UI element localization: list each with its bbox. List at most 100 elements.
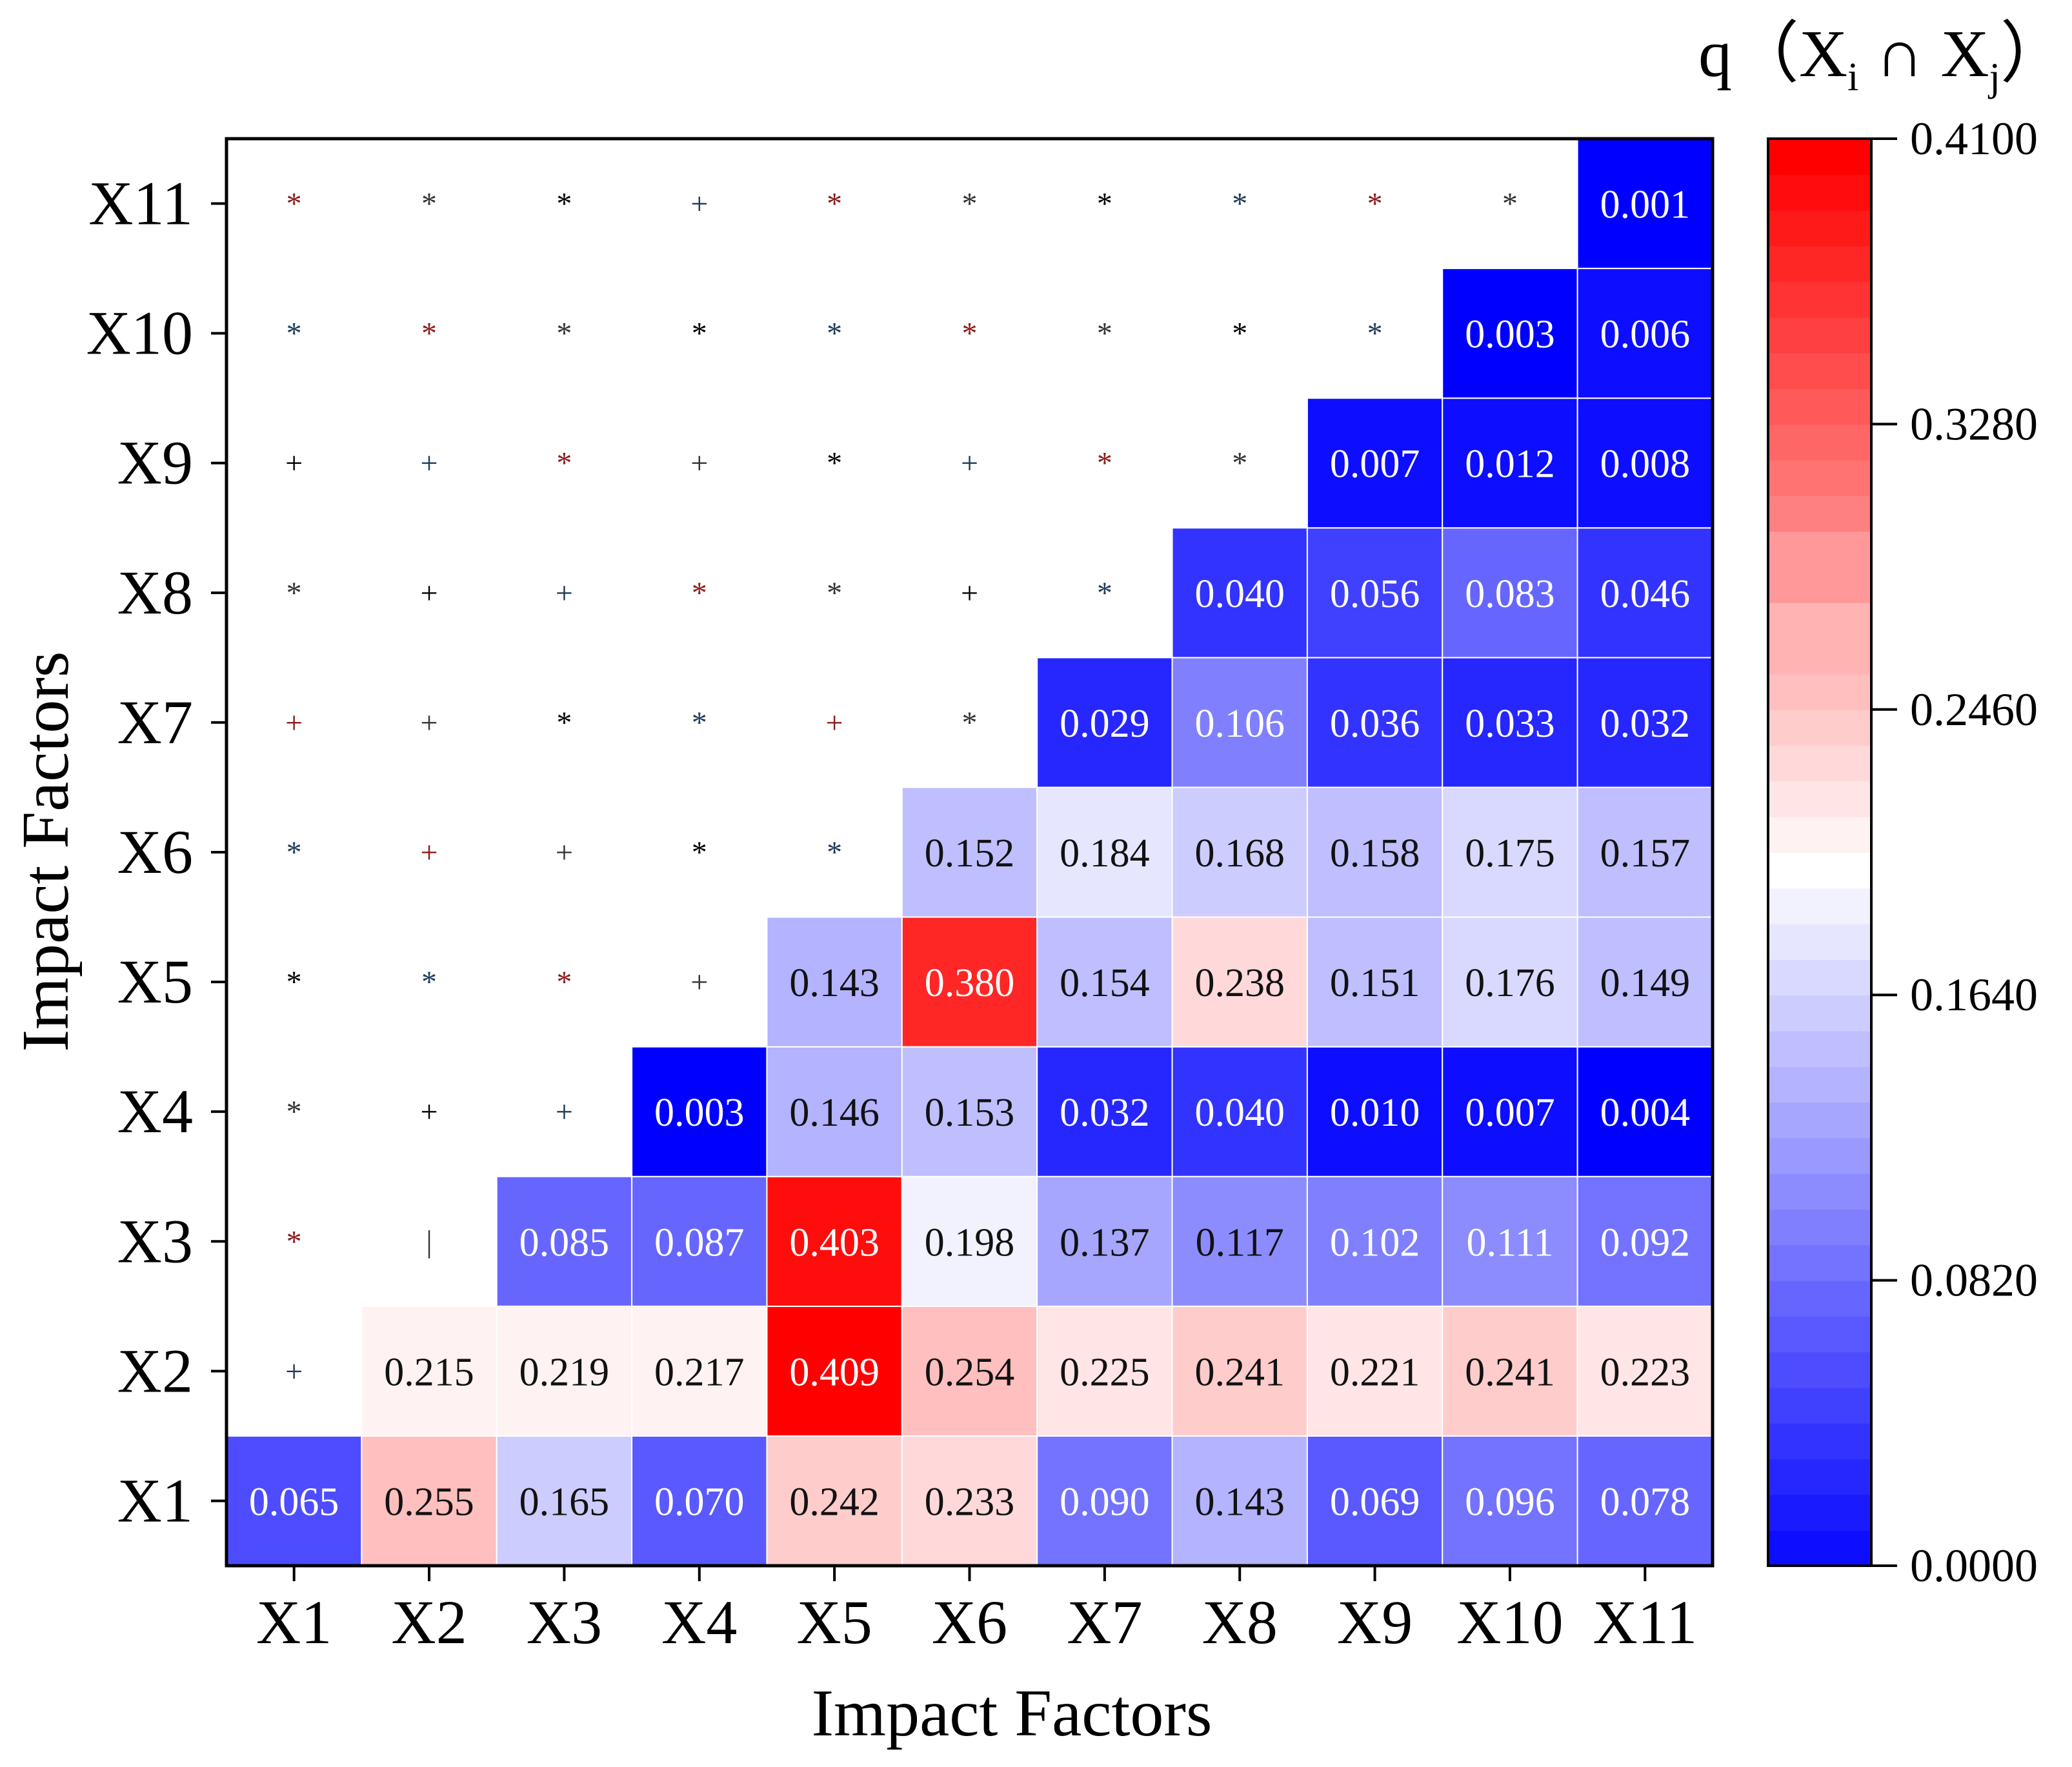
significance-marker: * bbox=[421, 965, 437, 999]
heatmap-cell-X8-X11 bbox=[1576, 527, 1714, 659]
cell-value-label: 0.215 bbox=[384, 1350, 474, 1394]
colorbar-band bbox=[1768, 1173, 1871, 1210]
significance-marker: + bbox=[961, 576, 978, 610]
y-tick-label: X5 bbox=[117, 947, 193, 1016]
cell-value-label: 0.069 bbox=[1330, 1480, 1420, 1524]
heatmap-cell-X6-X7 bbox=[1036, 786, 1173, 918]
cell-value-label: 0.008 bbox=[1600, 443, 1691, 486]
cell-value-label: 0.238 bbox=[1194, 961, 1285, 1005]
heatmap-cell-X9-X9 bbox=[1306, 397, 1443, 529]
colorbar-title-base: q（X bbox=[1698, 17, 1847, 91]
cell-value-label: 0.153 bbox=[925, 1091, 1015, 1135]
colorbar-band bbox=[1768, 459, 1871, 496]
heatmap-cell-X4-X8 bbox=[1171, 1046, 1308, 1177]
cell-value-label: 0.149 bbox=[1600, 961, 1691, 1005]
significance-marker: * bbox=[287, 1224, 302, 1259]
heatmap-cell-X3-X6 bbox=[901, 1175, 1038, 1307]
colorbar-tick-label: 0.1640 bbox=[1910, 969, 2038, 1021]
cell-value-label: 0.158 bbox=[1330, 832, 1420, 875]
heatmap-cell-X7-X10 bbox=[1442, 657, 1578, 788]
cell-value-label: 0.409 bbox=[789, 1350, 880, 1394]
colorbar-band bbox=[1768, 1209, 1871, 1246]
colorbar-band bbox=[1768, 210, 1871, 246]
heatmap-cell-X2-X3 bbox=[496, 1305, 633, 1437]
significance-marker: * bbox=[827, 187, 842, 221]
colorbar-band bbox=[1768, 1494, 1871, 1531]
cell-value-label: 0.087 bbox=[654, 1221, 745, 1264]
heatmap-cell-X1-X8 bbox=[1171, 1435, 1308, 1567]
colorbar-band bbox=[1768, 995, 1871, 1032]
heatmap-cell-X4-X7 bbox=[1036, 1046, 1173, 1177]
x-tick-label: X4 bbox=[661, 1588, 737, 1657]
colorbar-band bbox=[1768, 281, 1871, 318]
cell-value-label: 0.092 bbox=[1600, 1221, 1691, 1264]
heatmap-cell-X5-X5 bbox=[766, 916, 903, 1048]
significance-marker: * bbox=[421, 187, 437, 221]
cell-value-label: 0.004 bbox=[1600, 1091, 1691, 1135]
heatmap-cell-X1-X2 bbox=[361, 1435, 498, 1567]
cell-value-label: 0.036 bbox=[1330, 702, 1420, 746]
cell-value-label: 0.151 bbox=[1330, 961, 1420, 1005]
colorbar-band bbox=[1768, 174, 1871, 211]
significance-marker: * bbox=[1097, 446, 1112, 481]
heatmap-cell-X1-X5 bbox=[766, 1435, 903, 1567]
colorbar-band bbox=[1768, 781, 1871, 817]
heatmap-cell-X10-X10 bbox=[1442, 268, 1578, 399]
cell-value-label: 0.102 bbox=[1330, 1221, 1420, 1264]
colorbar-band bbox=[1768, 1387, 1871, 1424]
significance-marker: + bbox=[961, 446, 978, 481]
cell-value-label: 0.040 bbox=[1194, 1091, 1285, 1135]
significance-marker: + bbox=[826, 706, 843, 740]
significance-marker: * bbox=[1097, 187, 1112, 221]
colorbar-band bbox=[1768, 959, 1871, 996]
significance-marker: * bbox=[1367, 187, 1383, 221]
heatmap-cell-X7-X8 bbox=[1171, 657, 1308, 788]
significance-marker: * bbox=[1232, 317, 1247, 351]
heatmap-cell-X5-X7 bbox=[1036, 916, 1173, 1048]
significance-marker: * bbox=[287, 835, 302, 870]
cell-value-label: 0.065 bbox=[249, 1480, 339, 1524]
significance-marker: * bbox=[1367, 317, 1383, 351]
significance-marker: * bbox=[1232, 446, 1247, 481]
y-tick-label: X7 bbox=[117, 688, 193, 757]
colorbar-band bbox=[1768, 602, 1871, 639]
cell-value-label: 0.032 bbox=[1600, 702, 1691, 746]
colorbar-band bbox=[1768, 1315, 1871, 1353]
significance-marker: * bbox=[556, 317, 572, 351]
heatmap-cell-X1-X4 bbox=[631, 1435, 768, 1567]
colorbar-band bbox=[1768, 1137, 1871, 1174]
cell-value-label: 0.255 bbox=[384, 1480, 474, 1524]
significance-marker: + bbox=[285, 446, 303, 481]
significance-marker: * bbox=[692, 835, 707, 870]
significance-marker: * bbox=[1097, 576, 1112, 610]
x-tick-label: X6 bbox=[932, 1588, 1007, 1657]
cell-value-label: 0.040 bbox=[1194, 572, 1285, 616]
colorbar-tick-label: 0.3280 bbox=[1910, 398, 2038, 450]
markers-layer: + * | * + + * * * + * + + * * + + * * + * * + + * * + * + + * + * + * * * * * *… bbox=[285, 187, 1518, 1389]
significance-marker: + bbox=[556, 576, 573, 610]
colorbar-band bbox=[1768, 388, 1871, 425]
significance-marker: + bbox=[556, 1095, 573, 1129]
colorbar-band bbox=[1768, 1030, 1871, 1067]
significance-marker: * bbox=[556, 446, 572, 481]
heatmap-cell-X4-X9 bbox=[1306, 1046, 1443, 1177]
cell-value-label: 0.029 bbox=[1060, 702, 1150, 746]
cell-value-label: 0.032 bbox=[1060, 1091, 1150, 1135]
heatmap-cell-X6-X8 bbox=[1171, 786, 1308, 918]
heatmap-cell-X3-X10 bbox=[1442, 1175, 1578, 1307]
colorbar-band bbox=[1768, 1280, 1871, 1317]
cell-value-label: 0.137 bbox=[1060, 1221, 1150, 1264]
heatmap-cell-X2-X7 bbox=[1036, 1305, 1173, 1437]
y-tick-label: X1 bbox=[117, 1466, 193, 1535]
colorbar-band bbox=[1768, 923, 1871, 960]
significance-marker: + bbox=[421, 706, 438, 740]
colorbar-frame bbox=[1767, 137, 1873, 1567]
x-tick-label: X8 bbox=[1202, 1588, 1278, 1657]
cell-value-label: 0.070 bbox=[654, 1480, 745, 1524]
colorbar-band bbox=[1768, 566, 1871, 603]
cell-value-label: 0.006 bbox=[1600, 313, 1691, 357]
cell-value-label: 0.056 bbox=[1330, 572, 1420, 616]
cell-value-label: 0.225 bbox=[1060, 1350, 1150, 1394]
colorbar-tick-label: 0.4100 bbox=[1910, 113, 2038, 165]
significance-marker: * bbox=[556, 706, 572, 740]
